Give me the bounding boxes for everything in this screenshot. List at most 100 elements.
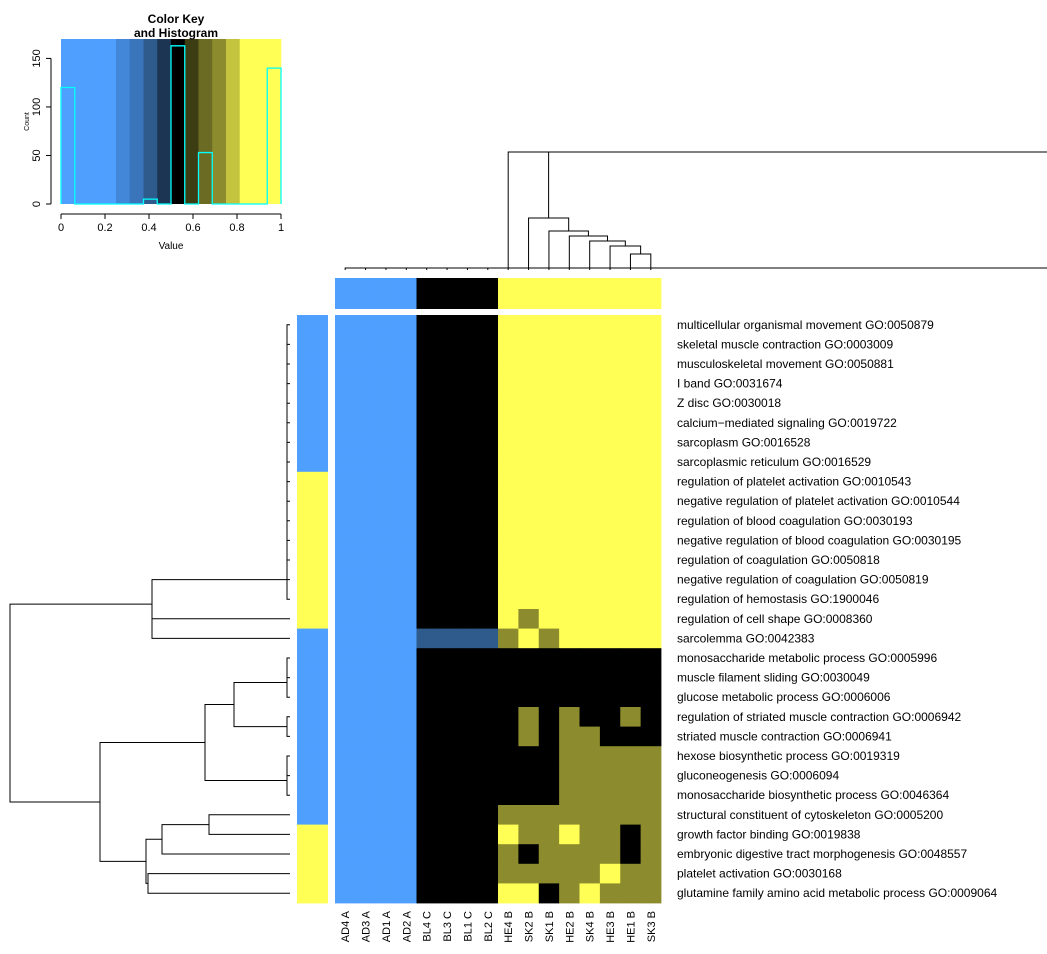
heatmap-cell [375,726,397,747]
heatmap-cell [375,824,397,845]
row-side-color [297,726,328,747]
heatmap-cell [559,373,580,394]
heatmap-cell [416,687,438,708]
heatmap-cell [579,491,601,512]
heatmap-cell [457,569,479,590]
row-label: sarcolemma GO:0042383 [677,631,815,645]
column-side-color [518,278,540,309]
heatmap-cell [457,413,479,433]
heatmap-cell [416,765,438,786]
heatmap-cell [416,432,438,453]
heatmap-cell [599,511,621,531]
heatmap-cell [416,315,438,335]
heatmap-cell [579,589,601,610]
heatmap-cell [599,471,621,492]
heatmap-cell [355,746,377,767]
heatmap-cell [538,393,560,414]
heatmap-cell [477,589,499,610]
heatmap-cell [579,746,601,767]
heatmap-cell [518,883,540,904]
heatmap-cell [396,883,417,904]
row-dendrogram-branch [233,682,287,728]
heatmap-cell [640,844,662,865]
heatmap-cell [436,844,458,865]
color-key-x-tick-label: 0.2 [97,222,112,234]
heatmap-cell [640,530,662,551]
heatmap-cell [416,491,438,512]
heatmap-cell [355,393,377,414]
heatmap-cell [579,628,601,649]
row-side-color [297,785,328,806]
heatmap-cell [640,589,662,610]
heatmap-cell [375,452,397,473]
heatmap-cell [599,550,621,571]
color-key-subtitle: and Histogram [134,26,218,40]
column-label: BL2 C [483,911,495,942]
heatmap-cell [640,765,662,786]
heatmap-cell [477,863,499,884]
row-side-color [297,648,328,669]
heatmap-cell [355,373,377,394]
color-key-band [171,39,186,204]
heatmap-cell [477,746,499,767]
color-key-y-tick-label: 150 [31,49,43,67]
heatmap-cell [518,550,540,571]
row-label: regulation of striated muscle contractio… [677,710,961,724]
heatmap-cell [436,687,458,708]
heatmap-cell [518,491,540,512]
heatmap-cell [457,315,479,335]
heatmap-cell [538,413,560,433]
heatmap-cell [477,726,499,747]
color-key-band [239,39,254,204]
heatmap-cell [559,805,580,825]
heatmap-cell [375,648,397,669]
column-label: HE2 B [564,911,576,943]
heatmap-cell [599,628,621,649]
column-dendrogram [344,151,1047,270]
color-key-band [212,39,227,204]
heatmap-cell [375,863,397,884]
column-side-color [416,278,438,309]
row-label: embryonic digestive tract morphogenesis … [677,847,967,861]
row-label: sarcoplasm GO:0016528 [677,435,811,449]
heatmap-cell [640,491,662,512]
row-label: growth factor binding GO:0019838 [677,827,861,841]
heatmap-cell [416,393,438,414]
heatmap-cell [436,589,458,610]
heatmap-cell [396,844,417,865]
heatmap-cell [355,667,377,688]
heatmap-cell [477,883,499,904]
row-side-color [297,315,328,335]
heatmap-cell [355,589,377,610]
row-label: multicellular organismal movement GO:005… [677,318,934,332]
heatmap-cell [518,805,540,825]
heatmap-cell [335,569,356,590]
heatmap-cell [599,648,621,669]
heatmap-cell [579,844,601,865]
heatmap-cell [579,569,601,590]
heatmap-cell [579,824,601,845]
heatmap-cell [518,569,540,590]
column-side-color [457,278,479,309]
heatmap-cell [355,432,377,453]
heatmap-cell [477,569,499,590]
heatmap-cell [436,609,458,629]
color-key-xlabel: Value [159,241,184,252]
heatmap-cell [538,609,560,629]
heatmap-cell [518,432,540,453]
heatmap-cell [640,413,662,433]
heatmap-cell [457,726,479,747]
heatmap-cell [457,530,479,551]
heatmap-cell [498,628,519,649]
heatmap-cell [355,687,377,708]
row-side-color [297,628,328,649]
heatmap-cell [640,354,662,375]
heatmap-cell [477,491,499,512]
heatmap-cell [498,589,519,610]
row-side-color [297,432,328,453]
heatmap-cell [436,824,458,845]
heatmap-cell [436,863,458,884]
heatmap-cell [375,746,397,767]
heatmap-cell [640,785,662,806]
heatmap-cell [538,883,560,904]
